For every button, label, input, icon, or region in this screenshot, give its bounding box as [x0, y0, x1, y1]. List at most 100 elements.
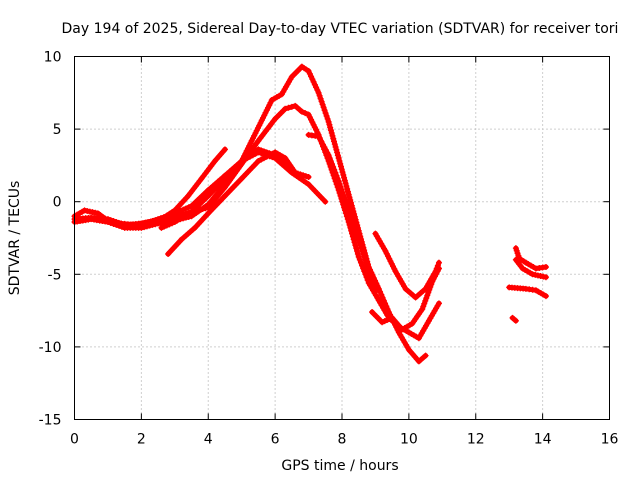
data-point: [372, 231, 378, 237]
data-point: [413, 295, 419, 301]
data-point: [205, 210, 211, 216]
y-tick-label: -5: [48, 267, 62, 283]
data-point: [382, 248, 388, 254]
data-point: [259, 117, 265, 123]
data-point: [239, 175, 245, 181]
data-point: [222, 173, 228, 179]
data-point: [255, 146, 261, 152]
data-point: [255, 158, 261, 164]
data-point: [292, 170, 298, 176]
axis-layer: 0 2 4 6 8 10 12 14 16 -15 -10 -5 0 5 10: [39, 50, 619, 448]
data-point: [523, 260, 529, 266]
data-point: [172, 210, 178, 216]
data-point: [272, 116, 278, 122]
series-markers: [71, 63, 429, 365]
x-tick-label: 0: [70, 432, 79, 448]
data-point: [403, 286, 409, 292]
y-tick-label: 5: [53, 122, 62, 138]
series-line: [513, 257, 549, 280]
data-point: [299, 64, 305, 70]
y-tick-label: -10: [39, 340, 62, 356]
data-point: [419, 306, 425, 312]
data-point: [299, 109, 305, 115]
series-track-2: [71, 63, 429, 365]
data-point: [158, 225, 164, 231]
x-tick-label: 16: [601, 432, 619, 448]
data-point: [372, 289, 378, 295]
series-track-10: [512, 245, 549, 272]
data-point: [88, 215, 94, 221]
data-point: [513, 318, 519, 324]
data-point: [336, 155, 342, 161]
series-line: [506, 284, 549, 299]
series-line: [165, 149, 298, 257]
data-point: [326, 152, 332, 158]
x-tick-label: 14: [534, 432, 552, 448]
data-point: [205, 187, 211, 193]
series-line: [306, 132, 378, 295]
x-axis-label: GPS time / hours: [281, 458, 398, 474]
series-track-11: [512, 256, 549, 281]
data-point: [306, 132, 312, 138]
data-point: [155, 216, 161, 222]
data-point: [520, 265, 526, 271]
data-point: [423, 353, 429, 359]
x-tick-label: 4: [204, 432, 213, 448]
data-point: [533, 287, 539, 293]
y-axis-label: SDTVAR / TECUs: [7, 181, 23, 296]
data-point: [356, 254, 362, 260]
data-point: [255, 138, 261, 144]
data-point: [429, 279, 435, 285]
data-point: [436, 260, 442, 266]
series-track-7: [305, 131, 379, 295]
data-point: [222, 193, 228, 199]
data-point: [289, 74, 295, 80]
data-point: [316, 90, 322, 96]
x-tick-label: 10: [400, 432, 418, 448]
series-line: [72, 64, 429, 364]
data-point: [366, 268, 372, 274]
x-tick-label: 6: [271, 432, 280, 448]
data-point: [513, 257, 519, 263]
data-point: [346, 191, 352, 197]
data-point: [426, 318, 432, 324]
series-track-6: [165, 149, 299, 257]
data-point: [306, 68, 312, 74]
data-point: [409, 321, 415, 327]
data-point: [179, 236, 184, 242]
data-point: [393, 268, 398, 274]
data-point: [513, 245, 519, 251]
x-tick-label: 12: [467, 432, 485, 448]
data-point: [122, 222, 128, 228]
data-point: [523, 286, 529, 292]
data-point: [543, 293, 549, 299]
data-point: [543, 264, 549, 270]
data-point: [316, 133, 322, 139]
data-point: [376, 286, 382, 292]
grid-layer: [74, 56, 610, 420]
data-point: [376, 297, 382, 303]
series-markers: [165, 149, 299, 257]
data-point: [282, 155, 288, 161]
series-track-9: [369, 265, 442, 333]
data-point: [239, 158, 245, 164]
data-point: [165, 251, 171, 257]
data-point: [506, 284, 512, 290]
y-tick-label: -15: [39, 413, 62, 429]
data-point: [306, 112, 312, 118]
data-point: [379, 319, 385, 325]
data-point: [272, 149, 278, 155]
data-point: [199, 175, 205, 181]
data-point: [212, 158, 218, 164]
x-tick-label: 8: [338, 432, 347, 448]
data-point: [436, 265, 442, 271]
y-tick-label: 0: [53, 195, 62, 211]
series-layer: [71, 63, 549, 365]
data-point: [185, 193, 191, 199]
data-point: [510, 315, 516, 321]
data-point: [346, 207, 352, 213]
data-point: [279, 91, 285, 97]
data-point: [543, 274, 549, 280]
data-point: [269, 97, 275, 103]
